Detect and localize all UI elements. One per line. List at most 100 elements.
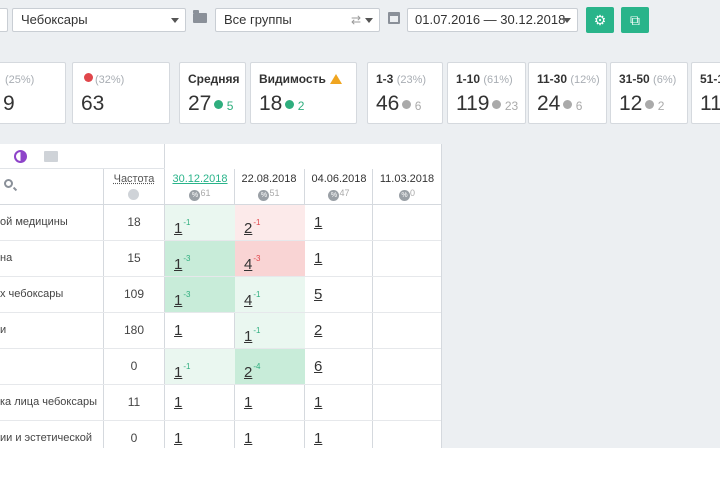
position-cell[interactable]: 4-1	[235, 277, 305, 312]
card-delta: 2	[657, 99, 665, 113]
position-cell[interactable]: 1	[235, 421, 305, 448]
settings-button[interactable]: ⚙	[586, 7, 614, 33]
position-cell[interactable]: 1	[305, 241, 375, 276]
card-pct: (61%)	[483, 74, 513, 86]
sync-icon: ⇄	[350, 13, 361, 27]
keyword-cell: х чебоксары	[0, 288, 64, 300]
date-count: 51	[269, 188, 280, 198]
position-value[interactable]: 1	[314, 250, 323, 267]
position-value[interactable]: 4	[244, 292, 253, 309]
position-value[interactable]: 1	[174, 322, 183, 339]
date-count: 61	[200, 188, 211, 198]
position-value[interactable]: 1	[244, 328, 253, 345]
calendar-icon	[388, 12, 400, 24]
stat-card-lost[interactable]: (32%) 63	[72, 62, 170, 124]
date-header[interactable]: 22.08.2018	[241, 173, 297, 185]
card-label: 1-10	[456, 72, 481, 86]
position-value[interactable]: 6	[314, 358, 323, 375]
card-delta: 5	[226, 99, 234, 113]
stat-card-top[interactable]: (25%) 9	[0, 62, 66, 124]
position-cell[interactable]: 2	[305, 313, 375, 348]
date-badge: % 47	[304, 188, 374, 201]
stat-card-range-31-50[interactable]: 31-50 (6%) 12 2	[610, 62, 688, 124]
group-select[interactable]: Все группы ⇄	[215, 8, 380, 32]
position-cell[interactable]: 6	[305, 349, 375, 384]
date-header[interactable]: 30.12.2018	[172, 173, 228, 185]
date-header[interactable]: 04.06.2018	[311, 173, 367, 185]
date-badge: % 51	[234, 188, 304, 201]
chevron-down-icon	[365, 18, 373, 23]
search-icon[interactable]	[4, 179, 13, 188]
position-value[interactable]: 2	[244, 220, 253, 237]
card-value: 18	[259, 92, 283, 115]
card-value: 46	[376, 92, 400, 115]
position-cell[interactable]: 2-4	[235, 349, 305, 384]
position-value[interactable]: 1	[244, 394, 253, 411]
contrast-icon[interactable]	[14, 150, 27, 163]
position-cell[interactable]: 1	[305, 385, 375, 420]
up-icon	[214, 100, 224, 109]
card-delta: 2	[297, 99, 305, 113]
position-cell[interactable]: 1	[235, 385, 305, 420]
frequency-cell: 0	[130, 359, 138, 373]
table-row: 0 1-1 2-4 6	[0, 349, 441, 385]
position-cell[interactable]: 1-3	[165, 277, 235, 312]
position-cell[interactable]: 1	[165, 313, 235, 348]
date-range-select[interactable]: 01.07.2016 — 30.12.2018	[407, 8, 578, 32]
date-count: 47	[339, 188, 350, 198]
stat-card-range-51-100[interactable]: 51-1 11	[691, 62, 720, 124]
position-value[interactable]: 1	[174, 364, 183, 381]
position-cell[interactable]: 5	[305, 277, 375, 312]
card-value: 63	[81, 92, 105, 115]
position-cell[interactable]: 2-1	[235, 205, 305, 240]
globe-icon	[128, 189, 139, 200]
keyword-cell: на	[0, 252, 13, 264]
neutral-icon	[492, 100, 502, 109]
region-select[interactable]: Чебоксары	[12, 8, 186, 32]
card-label: Средняя	[188, 72, 240, 86]
position-value[interactable]: 1	[174, 256, 183, 273]
position-value[interactable]: 1	[314, 430, 323, 447]
position-value[interactable]: 4	[244, 256, 253, 273]
date-header[interactable]: 11.03.2018	[379, 173, 435, 185]
position-cell[interactable]: 1	[305, 421, 375, 448]
stat-card-average[interactable]: Средняя 27 5	[179, 62, 246, 124]
percent-icon: %	[328, 190, 340, 201]
position-cell[interactable]: 1-1	[235, 313, 305, 348]
position-cell[interactable]: 4-3	[235, 241, 305, 276]
stat-card-range-1-3[interactable]: 1-3 (23%) 46 6	[367, 62, 443, 124]
frequency-header[interactable]: Частота	[113, 173, 155, 185]
position-value[interactable]: 5	[314, 286, 323, 303]
position-cell[interactable]: 1-1	[165, 349, 235, 384]
position-cell[interactable]: 1	[305, 205, 375, 240]
image-icon[interactable]	[44, 151, 58, 162]
card-pct: (32%)	[95, 74, 125, 86]
column-divider	[372, 169, 373, 448]
position-value[interactable]: 1	[174, 394, 183, 411]
date-badge: % 0	[372, 188, 441, 201]
position-cell[interactable]: 1	[165, 385, 235, 420]
position-cell[interactable]: 1	[165, 421, 235, 448]
position-value[interactable]: 1	[314, 394, 323, 411]
position-value[interactable]: 2	[244, 364, 253, 381]
position-cell[interactable]: 1-1	[165, 205, 235, 240]
project-select[interactable]	[0, 8, 8, 32]
position-value[interactable]: 1	[314, 214, 323, 231]
position-value[interactable]: 1	[174, 292, 183, 309]
position-delta: -3	[253, 254, 261, 263]
export-button[interactable]: ⧉	[621, 7, 649, 33]
position-value[interactable]: 2	[314, 322, 323, 339]
card-value: 119	[456, 92, 490, 115]
position-value[interactable]: 1	[244, 430, 253, 447]
position-value[interactable]: 1	[174, 430, 183, 447]
position-value[interactable]: 1	[174, 220, 183, 237]
stat-card-visibility[interactable]: Видимость 18 2	[250, 62, 357, 124]
table-row: ии и эстетической 0 1 1 1	[0, 421, 441, 448]
card-pct: (23%)	[396, 74, 427, 86]
keyword-cell: ка лица чебоксары	[0, 396, 97, 408]
frequency-cell: 11	[127, 395, 141, 409]
stat-card-range-1-10[interactable]: 1-10 (61%) 119 23	[447, 62, 526, 124]
stat-card-range-11-30[interactable]: 11-30 (12%) 24 6	[528, 62, 607, 124]
position-cell[interactable]: 1-3	[165, 241, 235, 276]
region-value: Чебоксары	[21, 12, 88, 27]
